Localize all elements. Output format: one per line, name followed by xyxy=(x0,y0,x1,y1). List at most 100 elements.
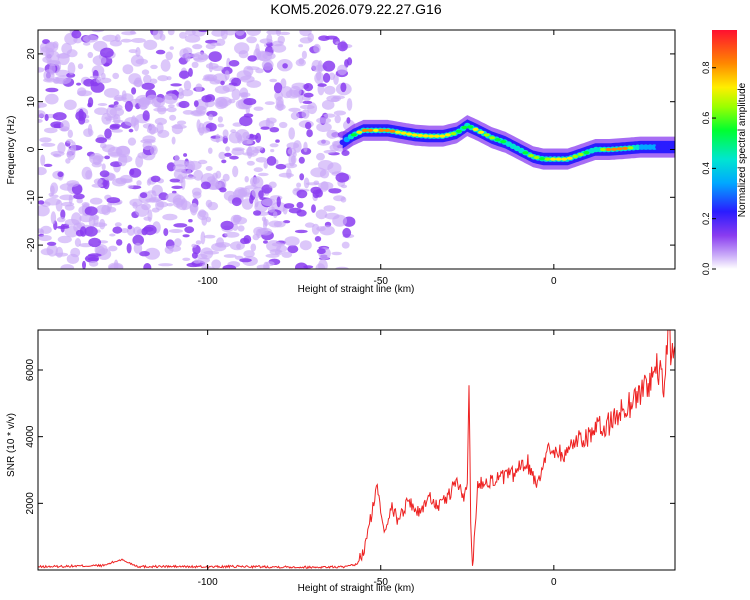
noise-blob xyxy=(263,240,268,244)
noise-blob xyxy=(274,249,283,256)
noise-blob xyxy=(173,159,188,167)
signal-peak xyxy=(611,147,618,151)
noise-blob xyxy=(144,247,160,260)
signal-peak xyxy=(400,131,407,135)
noise-blob xyxy=(301,109,310,119)
noise-blob xyxy=(112,72,120,80)
noise-blob xyxy=(132,234,144,246)
noise-blob xyxy=(143,226,154,232)
noise-blob xyxy=(66,139,74,144)
noise-blob xyxy=(195,83,203,92)
noise-blob xyxy=(303,141,308,153)
noise-blob xyxy=(116,239,123,246)
noise-blob xyxy=(284,236,300,247)
noise-blob xyxy=(328,188,342,194)
noise-blob xyxy=(128,128,134,133)
signal-peak xyxy=(544,157,551,161)
noise-blob xyxy=(38,228,44,233)
noise-blob xyxy=(231,197,242,207)
noise-blob xyxy=(244,185,258,190)
noise-blob xyxy=(313,43,321,54)
noise-blob xyxy=(335,266,349,269)
noise-blob xyxy=(142,135,156,143)
noise-blob xyxy=(129,30,136,34)
snr-x-tick-label: -100 xyxy=(198,577,218,588)
noise-blob xyxy=(183,80,192,91)
noise-blob xyxy=(333,195,346,202)
noise-blob xyxy=(44,197,61,206)
noise-blob xyxy=(182,234,190,238)
noise-blob xyxy=(205,216,212,223)
noise-blob xyxy=(184,226,195,234)
spectrogram-y-tick-label: 20 xyxy=(26,48,37,60)
noise-blob xyxy=(162,213,178,221)
colorbar: 0.0 0.2 0.4 0.6 0.8 Normalized spectral ampl… xyxy=(701,30,748,275)
noise-blob xyxy=(78,108,84,120)
noise-blob xyxy=(56,225,70,229)
signal-peak xyxy=(456,129,462,133)
signal-peak xyxy=(633,145,640,150)
noise-blob xyxy=(200,231,206,245)
noise-blob xyxy=(275,30,282,37)
signal-peak xyxy=(561,157,568,161)
noise-blob xyxy=(211,65,224,72)
spectrogram-y-tick-label: 10 xyxy=(26,96,37,108)
noise-blob xyxy=(272,40,284,47)
signal-peak xyxy=(616,147,623,151)
snr-y-tick-label: 2000 xyxy=(25,492,36,515)
noise-blob xyxy=(316,248,326,255)
figure-title: KOM5.2026.079.22.27.G16 xyxy=(270,1,441,17)
noise-blob xyxy=(333,73,339,85)
noise-blob xyxy=(232,223,239,231)
signal-peak xyxy=(350,133,357,137)
colorbar-tick-label: 0.8 xyxy=(701,61,711,74)
noise-blob xyxy=(38,234,52,242)
noise-blob xyxy=(79,226,87,237)
signal-peak xyxy=(539,157,546,161)
colorbar-tick-label: 0.6 xyxy=(701,112,711,125)
noise-blob xyxy=(91,30,105,33)
snr-ticks: -100 -50 0 2000 4000 6000 xyxy=(25,330,675,588)
signal-peak xyxy=(566,156,573,160)
noise-blob xyxy=(275,163,287,170)
noise-blob xyxy=(146,178,152,186)
noise-blob xyxy=(303,92,314,98)
noise-blob xyxy=(155,200,165,211)
noise-blob xyxy=(247,55,257,62)
noise-blob xyxy=(41,142,56,147)
noise-blob xyxy=(87,257,99,261)
signal-peak xyxy=(489,136,496,140)
noise-blob xyxy=(311,59,322,72)
noise-blob xyxy=(60,128,67,132)
noise-blob xyxy=(315,209,328,220)
noise-blob xyxy=(265,261,275,267)
noise-blob xyxy=(60,264,75,269)
noise-blob xyxy=(246,160,255,166)
noise-blob xyxy=(77,63,84,70)
noise-blob xyxy=(57,171,64,178)
signal-peak xyxy=(406,132,413,136)
noise-blob xyxy=(311,223,320,235)
noise-blob xyxy=(141,82,155,90)
noise-blob xyxy=(230,129,237,134)
noise-blob xyxy=(61,201,75,207)
noise-blob xyxy=(346,98,353,111)
noise-blob xyxy=(38,118,43,123)
noise-blob xyxy=(296,201,304,209)
noise-blob xyxy=(293,140,302,153)
noise-blob xyxy=(102,34,118,42)
snr-series-line xyxy=(38,330,675,570)
noise-blob xyxy=(262,52,276,60)
noise-blob xyxy=(246,36,257,44)
noise-blob xyxy=(253,210,262,216)
signal-peak xyxy=(494,138,501,142)
noise-blob xyxy=(331,251,343,256)
signal-peak xyxy=(505,142,512,146)
noise-blob xyxy=(253,167,263,173)
noise-blob xyxy=(224,231,240,238)
noise-blob xyxy=(45,47,54,58)
noise-blob xyxy=(122,64,134,75)
spectrogram-x-tick-label: -100 xyxy=(198,276,218,287)
